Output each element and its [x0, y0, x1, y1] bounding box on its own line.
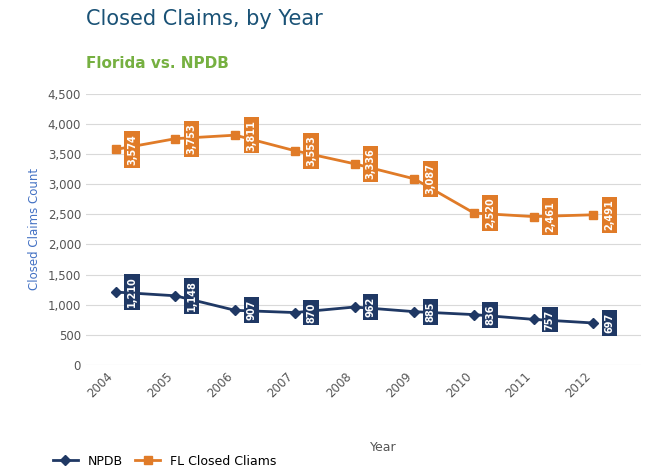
Text: 3,553: 3,553 [306, 135, 316, 166]
Y-axis label: Closed Claims Count: Closed Claims Count [28, 168, 41, 290]
Legend: NPDB, FL Closed Cliams: NPDB, FL Closed Cliams [48, 450, 282, 468]
Text: Year: Year [370, 441, 397, 454]
Text: 2,461: 2,461 [545, 201, 555, 232]
Text: 3,811: 3,811 [247, 120, 256, 151]
Text: 697: 697 [605, 313, 615, 333]
Text: 3,336: 3,336 [366, 148, 375, 179]
Text: Closed Claims, by Year: Closed Claims, by Year [86, 9, 323, 29]
Text: 3,574: 3,574 [127, 134, 137, 165]
Text: 836: 836 [485, 304, 495, 325]
Text: 885: 885 [426, 301, 436, 322]
Text: 1,148: 1,148 [186, 280, 196, 311]
Text: 2,491: 2,491 [605, 199, 615, 230]
Text: 2,520: 2,520 [485, 197, 495, 228]
Text: 870: 870 [306, 302, 316, 323]
Text: 962: 962 [366, 297, 375, 317]
Text: 3,753: 3,753 [186, 123, 196, 154]
Text: 1,210: 1,210 [127, 277, 137, 307]
Text: 907: 907 [247, 300, 256, 321]
Text: 3,087: 3,087 [426, 163, 436, 194]
Text: Florida vs. NPDB: Florida vs. NPDB [86, 56, 229, 71]
Text: 757: 757 [545, 309, 555, 329]
